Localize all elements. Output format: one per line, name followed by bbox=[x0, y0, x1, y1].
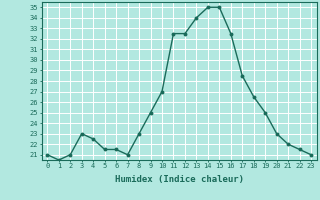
X-axis label: Humidex (Indice chaleur): Humidex (Indice chaleur) bbox=[115, 175, 244, 184]
